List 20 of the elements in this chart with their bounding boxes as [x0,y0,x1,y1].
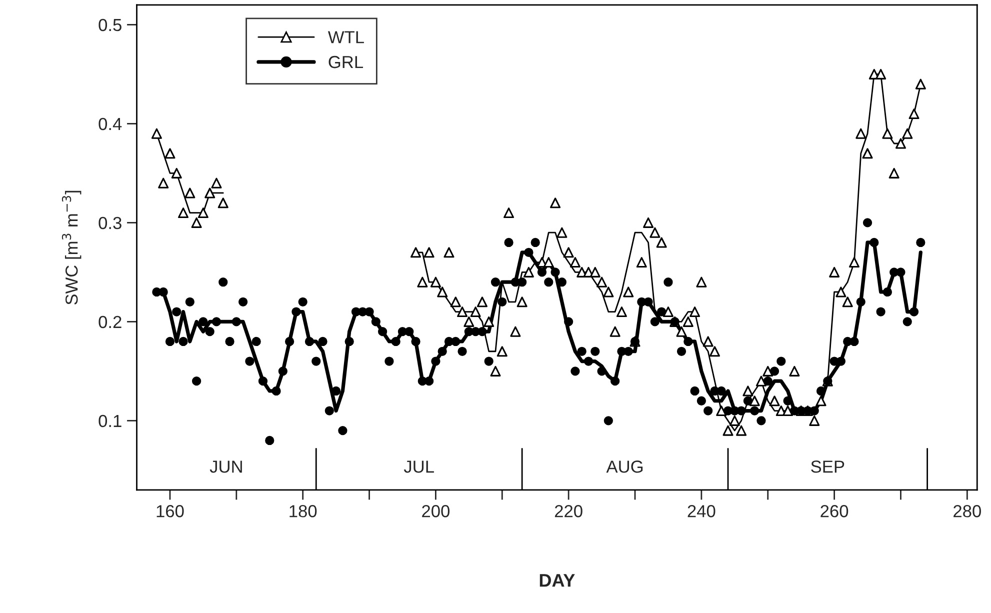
annotation: JUN [210,460,242,473]
x-tick-label: 240 [688,505,716,518]
y-axis-title: SWC [m$^{3}$ m$^{−3}$] [62,190,82,305]
legend-label: GRL [328,56,363,68]
x-tick-label: 260 [820,505,848,518]
y-tick-label: 0.3 [98,216,122,230]
annotation: JUL [404,460,434,473]
legend-label: WTL [328,31,364,44]
x-tick-label: 200 [422,505,450,518]
x-tick-label: 220 [554,505,582,518]
annotation: AUG [606,460,643,473]
annotation: SEP [811,460,844,473]
y-tick-label: 0.5 [98,18,122,32]
y-tick-label: 0.1 [98,414,122,428]
x-axis-title: DAY [540,574,575,587]
x-tick-label: 180 [290,505,317,518]
x-tick-label: 160 [156,505,184,518]
x-tick-label: 280 [954,505,981,518]
y-tick-label: 0.2 [98,316,122,328]
y-tick-label: 0.4 [98,118,122,130]
